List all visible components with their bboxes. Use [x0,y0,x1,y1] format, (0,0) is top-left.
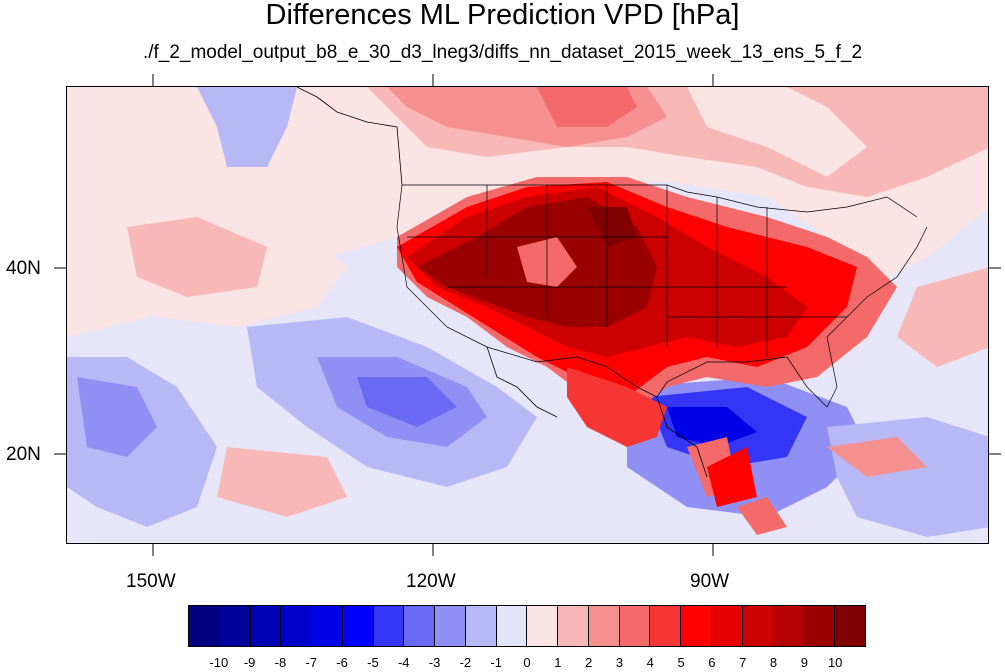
colorbar-swatch [712,606,743,646]
colorbar-swatch [588,606,620,646]
colorbar-label: 7 [739,655,747,670]
colorbar-label: -4 [397,655,410,670]
colorbar-swatch [435,606,466,646]
colorbar-swatch [189,606,220,646]
colorbar-label: -8 [274,655,287,670]
colorbar-label: -5 [367,655,379,670]
colorbar-label: -6 [336,655,348,670]
colorbar-label: 4 [646,655,654,670]
colorbar-label: -7 [305,655,318,670]
colorbar-swatch [281,606,313,646]
colorbar-label: 6 [708,655,716,670]
colorbar-swatch [742,606,774,646]
colorbar-label: 5 [677,655,685,670]
lon-label-150w: 150W [126,571,176,592]
colorbar [188,605,866,647]
colorbar-label: -9 [243,655,256,670]
colorbar-label: 10 [827,655,843,670]
colorbar-swatch [835,606,865,646]
colorbar-swatch [619,606,651,646]
lon-label-90w: 90W [690,571,730,592]
colorbar-label: 0 [523,655,531,670]
colorbar-label: 9 [800,655,808,670]
colorbar-swatch [342,606,374,646]
colorbar-label: -2 [459,655,472,670]
colorbar-swatch [681,606,713,646]
colorbar-swatch [250,606,282,646]
colorbar-label: -1 [490,655,502,670]
colorbar-swatch [804,606,836,646]
vpd-difference-map [67,87,988,543]
colorbar-swatch [312,606,343,646]
colorbar-label: -10 [209,655,229,670]
colorbar-label: -3 [428,655,441,670]
colorbar-swatch [527,606,559,646]
lat-label-40n: 40N [6,258,41,279]
map-title: Differences ML Prediction VPD [hPa] [265,0,740,31]
colorbar-swatch [496,606,528,646]
colorbar-label: 8 [769,655,778,670]
lat-label-20n: 20N [6,444,41,465]
colorbar-label: 1 [554,655,562,670]
colorbar-swatch [465,606,497,646]
colorbar-label: 3 [615,655,624,670]
lon-label-120w: 120W [406,571,456,592]
colorbar-swatch [404,606,436,646]
colorbar-swatch [373,606,405,646]
colorbar-swatch [558,606,589,646]
colorbar-swatch [773,606,805,646]
colorbar-swatch [219,606,251,646]
colorbar-swatch [650,606,682,646]
map-subtitle: ./f_2_model_output_b8_e_30_d3_lneg3/diff… [142,42,863,63]
colorbar-label: 2 [585,655,593,670]
map-plot-area [66,86,989,544]
